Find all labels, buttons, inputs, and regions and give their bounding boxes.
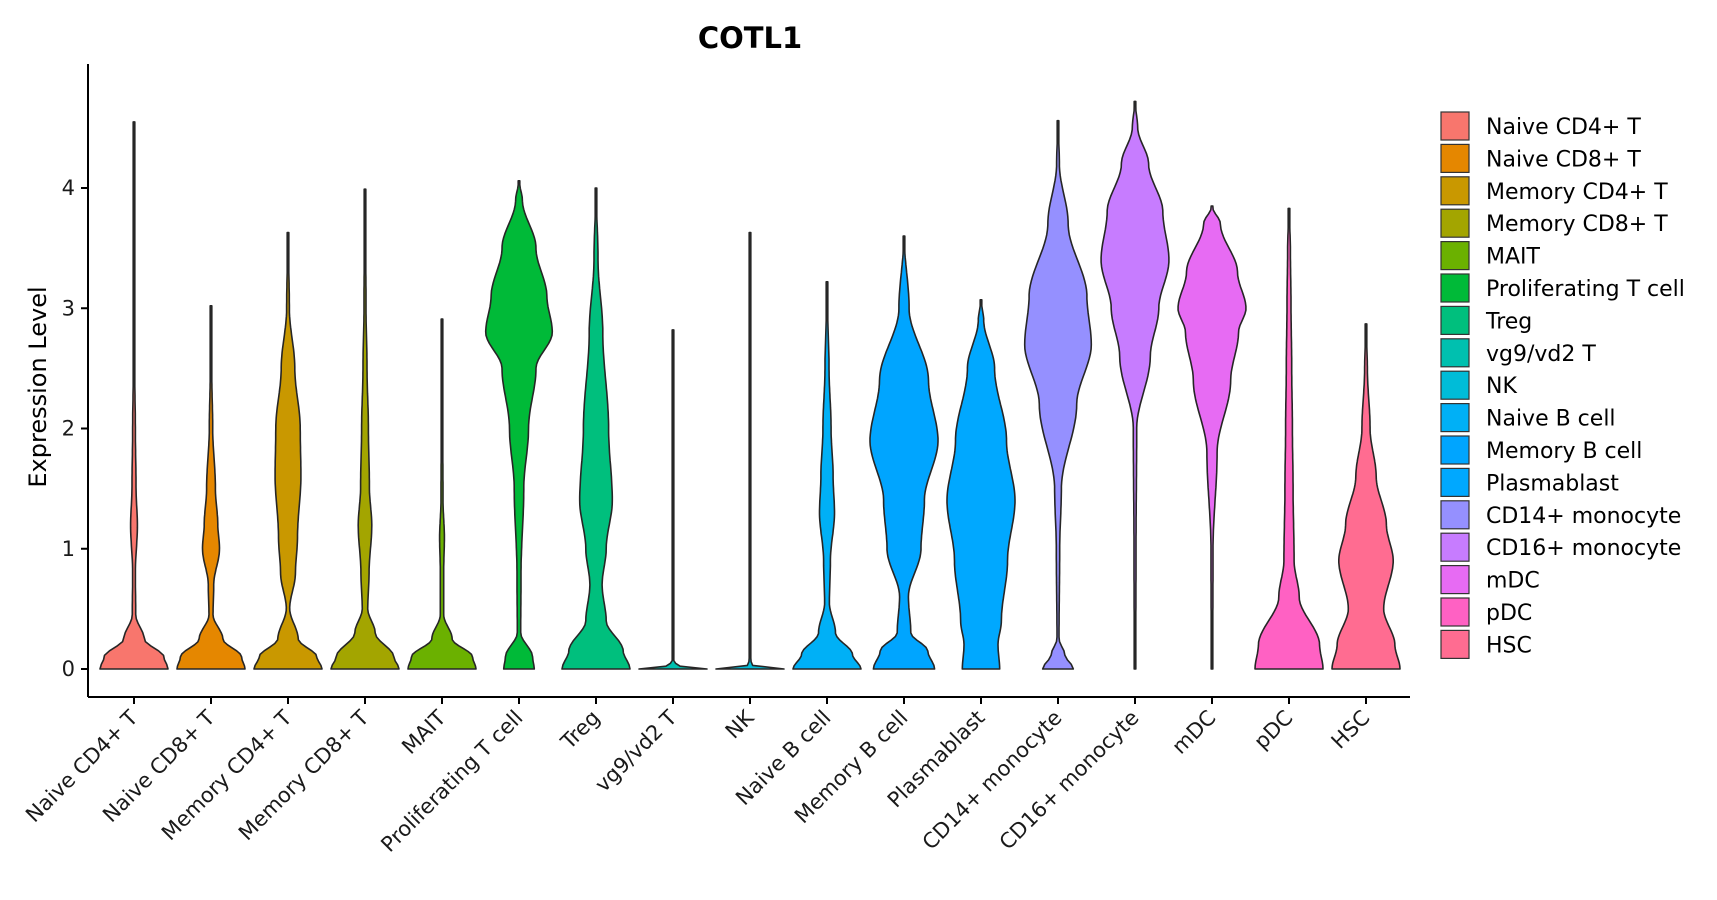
y-tick-label: 3 bbox=[62, 296, 75, 320]
violin-cd14-monocyte bbox=[1023, 119, 1093, 670]
violin-vg9-vd2-t bbox=[638, 329, 708, 670]
x-tick-label: Memory CD4+ T bbox=[157, 705, 297, 845]
violin-pdc bbox=[1254, 207, 1324, 670]
legend-label: Memory B cell bbox=[1486, 439, 1642, 464]
legend-label: pDC bbox=[1486, 601, 1532, 626]
legend-label: Naive CD4+ T bbox=[1486, 115, 1641, 140]
legend-swatch bbox=[1440, 370, 1470, 400]
legend-swatch bbox=[1440, 273, 1470, 303]
legend-swatch bbox=[1440, 532, 1470, 562]
legend-label: NK bbox=[1486, 374, 1517, 399]
x-tick-label: CD16+ monocyte bbox=[995, 706, 1144, 855]
violin-mdc bbox=[1177, 205, 1247, 670]
violin-memory-cd4-t bbox=[253, 231, 323, 670]
violin-naive-cd8-t bbox=[176, 305, 246, 670]
violin-memory-cd8-t bbox=[330, 188, 400, 670]
legend-label: HSC bbox=[1486, 633, 1532, 658]
legend-label: vg9/vd2 T bbox=[1486, 342, 1596, 367]
violin-cd16-monocyte bbox=[1100, 100, 1170, 670]
legend-label: mDC bbox=[1486, 569, 1540, 594]
legend-swatch bbox=[1440, 338, 1470, 368]
x-tick-label: MAIT bbox=[397, 705, 451, 759]
legend: Naive CD4+ T Naive CD8+ T Memory CD4+ T Mem… bbox=[1440, 111, 1685, 660]
legend-swatch bbox=[1440, 111, 1470, 141]
legend-swatch bbox=[1440, 435, 1470, 465]
violin-naive-cd4-t bbox=[99, 121, 169, 670]
legend-swatch bbox=[1440, 208, 1470, 238]
x-tick-label: Memory CD8+ T bbox=[234, 705, 374, 845]
legend-label: Naive CD8+ T bbox=[1486, 147, 1641, 172]
x-tick-label: vg9/vd2 T bbox=[590, 705, 681, 796]
legend-swatch bbox=[1440, 403, 1470, 433]
legend-swatch bbox=[1440, 143, 1470, 173]
violin-naive-b-cell bbox=[792, 281, 862, 670]
y-axis-label: Expression Level bbox=[24, 286, 52, 487]
violin-treg bbox=[561, 187, 631, 670]
legend-swatch bbox=[1440, 564, 1470, 595]
legend-swatch bbox=[1440, 305, 1470, 335]
legend-label: Proliferating T cell bbox=[1486, 277, 1685, 302]
x-tick-label: CD14+ monocyte bbox=[918, 706, 1067, 855]
legend-label: Memory CD8+ T bbox=[1486, 212, 1668, 237]
violin-plasmablast bbox=[946, 299, 1016, 670]
legend-label: CD16+ monocyte bbox=[1486, 536, 1681, 561]
violin-nk bbox=[715, 231, 785, 670]
y-tick-label: 0 bbox=[62, 657, 75, 681]
violin-hsc bbox=[1331, 323, 1401, 670]
x-tick-label: mDC bbox=[1167, 706, 1220, 759]
legend-swatch bbox=[1440, 467, 1470, 497]
x-tick-label: Proliferating T cell bbox=[376, 706, 527, 857]
x-tick-label: Treg bbox=[556, 706, 605, 755]
y-tick-label: 1 bbox=[62, 537, 75, 561]
legend-swatch bbox=[1440, 629, 1470, 660]
legend-swatch bbox=[1440, 500, 1470, 530]
legend-swatch bbox=[1440, 597, 1470, 627]
legend-swatch bbox=[1440, 176, 1470, 206]
violin-mait bbox=[407, 318, 477, 670]
y-tick-label: 2 bbox=[62, 417, 75, 441]
legend-label: Treg bbox=[1485, 309, 1532, 334]
legend-label: CD14+ monocyte bbox=[1486, 504, 1681, 529]
violin-memory-b-cell bbox=[869, 235, 939, 670]
legend-label: Naive B cell bbox=[1486, 407, 1616, 432]
legend-label: Plasmablast bbox=[1486, 471, 1619, 496]
legend-label: MAIT bbox=[1486, 245, 1541, 270]
x-tick-label: HSC bbox=[1327, 706, 1375, 754]
legend-label: Memory CD4+ T bbox=[1486, 180, 1668, 205]
legend-swatch bbox=[1440, 241, 1470, 271]
violin-proliferating-t-cell bbox=[484, 180, 554, 670]
x-tick-label: pDC bbox=[1249, 706, 1297, 754]
y-tick-label: 4 bbox=[62, 176, 75, 200]
chart-title: COTL1 bbox=[698, 21, 802, 55]
x-tick-label: NK bbox=[721, 705, 760, 744]
